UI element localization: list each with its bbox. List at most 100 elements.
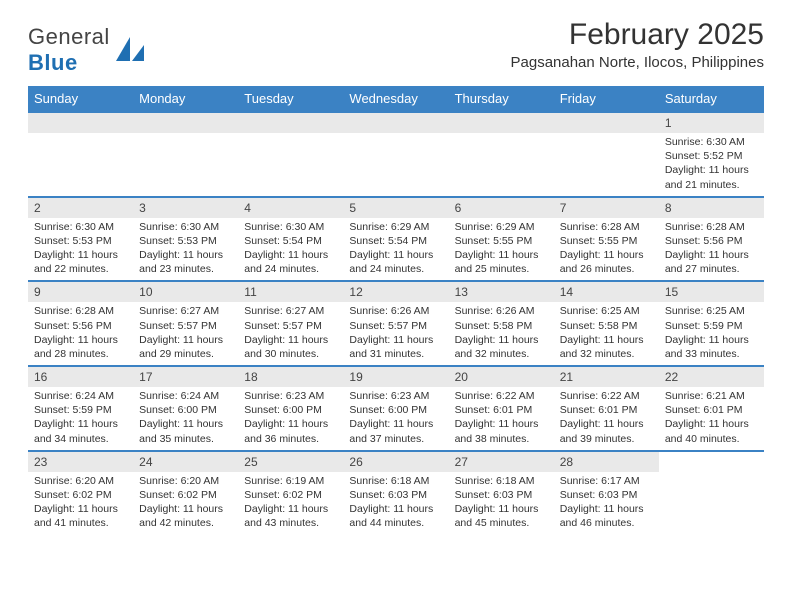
brand-text: General Blue	[28, 24, 110, 76]
calendar-day-cell: 19Sunrise: 6:23 AMSunset: 6:00 PMDayligh…	[343, 366, 448, 451]
calendar-day-cell: 20Sunrise: 6:22 AMSunset: 6:01 PMDayligh…	[449, 366, 554, 451]
calendar-day-cell: 23Sunrise: 6:20 AMSunset: 6:02 PMDayligh…	[28, 451, 133, 535]
calendar-empty-cell	[343, 112, 448, 197]
calendar-empty-cell	[238, 112, 343, 197]
day-info: Sunrise: 6:30 AMSunset: 5:52 PMDaylight:…	[659, 133, 764, 196]
calendar-body: 1Sunrise: 6:30 AMSunset: 5:52 PMDaylight…	[28, 112, 764, 535]
day-info: Sunrise: 6:23 AMSunset: 6:00 PMDaylight:…	[343, 387, 448, 450]
day-info: Sunrise: 6:30 AMSunset: 5:54 PMDaylight:…	[238, 218, 343, 281]
day-number: 28	[554, 452, 659, 472]
calendar-day-cell: 27Sunrise: 6:18 AMSunset: 6:03 PMDayligh…	[449, 451, 554, 535]
calendar-day-cell: 17Sunrise: 6:24 AMSunset: 6:00 PMDayligh…	[133, 366, 238, 451]
day-info: Sunrise: 6:18 AMSunset: 6:03 PMDaylight:…	[343, 472, 448, 535]
day-info: Sunrise: 6:30 AMSunset: 5:53 PMDaylight:…	[133, 218, 238, 281]
calendar-week-row: 23Sunrise: 6:20 AMSunset: 6:02 PMDayligh…	[28, 451, 764, 535]
calendar-day-cell: 7Sunrise: 6:28 AMSunset: 5:55 PMDaylight…	[554, 197, 659, 282]
day-number: 6	[449, 198, 554, 218]
day-info: Sunrise: 6:25 AMSunset: 5:58 PMDaylight:…	[554, 302, 659, 365]
calendar-day-cell: 16Sunrise: 6:24 AMSunset: 5:59 PMDayligh…	[28, 366, 133, 451]
calendar-day-cell: 21Sunrise: 6:22 AMSunset: 6:01 PMDayligh…	[554, 366, 659, 451]
calendar-day-cell: 15Sunrise: 6:25 AMSunset: 5:59 PMDayligh…	[659, 281, 764, 366]
brand-sail-icon	[114, 35, 148, 65]
day-number: 27	[449, 452, 554, 472]
day-number: 2	[28, 198, 133, 218]
day-number: 7	[554, 198, 659, 218]
brand-word-1: General	[28, 24, 110, 49]
calendar-day-cell: 28Sunrise: 6:17 AMSunset: 6:03 PMDayligh…	[554, 451, 659, 535]
calendar-day-cell: 22Sunrise: 6:21 AMSunset: 6:01 PMDayligh…	[659, 366, 764, 451]
day-number: 23	[28, 452, 133, 472]
calendar-day-cell: 14Sunrise: 6:25 AMSunset: 5:58 PMDayligh…	[554, 281, 659, 366]
day-info: Sunrise: 6:28 AMSunset: 5:55 PMDaylight:…	[554, 218, 659, 281]
calendar-empty-cell	[554, 112, 659, 197]
day-info: Sunrise: 6:22 AMSunset: 6:01 PMDaylight:…	[554, 387, 659, 450]
day-info: Sunrise: 6:28 AMSunset: 5:56 PMDaylight:…	[28, 302, 133, 365]
calendar-week-row: 16Sunrise: 6:24 AMSunset: 5:59 PMDayligh…	[28, 366, 764, 451]
day-info: Sunrise: 6:28 AMSunset: 5:56 PMDaylight:…	[659, 218, 764, 281]
day-info: Sunrise: 6:30 AMSunset: 5:53 PMDaylight:…	[28, 218, 133, 281]
day-number: 8	[659, 198, 764, 218]
calendar-empty-cell	[449, 112, 554, 197]
day-number: 21	[554, 367, 659, 387]
day-number: 12	[343, 282, 448, 302]
day-info: Sunrise: 6:17 AMSunset: 6:03 PMDaylight:…	[554, 472, 659, 535]
day-number: 9	[28, 282, 133, 302]
calendar-table: SundayMondayTuesdayWednesdayThursdayFrid…	[28, 86, 764, 535]
day-info: Sunrise: 6:20 AMSunset: 6:02 PMDaylight:…	[28, 472, 133, 535]
day-info: Sunrise: 6:21 AMSunset: 6:01 PMDaylight:…	[659, 387, 764, 450]
day-info: Sunrise: 6:29 AMSunset: 5:54 PMDaylight:…	[343, 218, 448, 281]
day-number: 24	[133, 452, 238, 472]
day-info: Sunrise: 6:27 AMSunset: 5:57 PMDaylight:…	[133, 302, 238, 365]
weekday-header: Saturday	[659, 86, 764, 112]
calendar-day-cell: 5Sunrise: 6:29 AMSunset: 5:54 PMDaylight…	[343, 197, 448, 282]
calendar-day-cell: 1Sunrise: 6:30 AMSunset: 5:52 PMDaylight…	[659, 112, 764, 197]
day-number: 16	[28, 367, 133, 387]
calendar-day-cell: 13Sunrise: 6:26 AMSunset: 5:58 PMDayligh…	[449, 281, 554, 366]
page-title: February 2025	[511, 18, 765, 52]
weekday-header: Wednesday	[343, 86, 448, 112]
weekday-header: Thursday	[449, 86, 554, 112]
calendar-empty-cell	[659, 451, 764, 535]
day-number: 15	[659, 282, 764, 302]
day-info: Sunrise: 6:25 AMSunset: 5:59 PMDaylight:…	[659, 302, 764, 365]
calendar-day-cell: 4Sunrise: 6:30 AMSunset: 5:54 PMDaylight…	[238, 197, 343, 282]
calendar-day-cell: 18Sunrise: 6:23 AMSunset: 6:00 PMDayligh…	[238, 366, 343, 451]
calendar-week-row: 1Sunrise: 6:30 AMSunset: 5:52 PMDaylight…	[28, 112, 764, 197]
calendar-day-cell: 8Sunrise: 6:28 AMSunset: 5:56 PMDaylight…	[659, 197, 764, 282]
day-number: 13	[449, 282, 554, 302]
day-number: 18	[238, 367, 343, 387]
day-info: Sunrise: 6:23 AMSunset: 6:00 PMDaylight:…	[238, 387, 343, 450]
day-info: Sunrise: 6:18 AMSunset: 6:03 PMDaylight:…	[449, 472, 554, 535]
day-number: 11	[238, 282, 343, 302]
calendar-day-cell: 12Sunrise: 6:26 AMSunset: 5:57 PMDayligh…	[343, 281, 448, 366]
day-number: 26	[343, 452, 448, 472]
day-number: 25	[238, 452, 343, 472]
day-info: Sunrise: 6:29 AMSunset: 5:55 PMDaylight:…	[449, 218, 554, 281]
calendar-empty-cell	[28, 112, 133, 197]
weekday-header: Friday	[554, 86, 659, 112]
day-info: Sunrise: 6:26 AMSunset: 5:57 PMDaylight:…	[343, 302, 448, 365]
day-number: 10	[133, 282, 238, 302]
day-info: Sunrise: 6:27 AMSunset: 5:57 PMDaylight:…	[238, 302, 343, 365]
calendar-day-cell: 3Sunrise: 6:30 AMSunset: 5:53 PMDaylight…	[133, 197, 238, 282]
day-number: 5	[343, 198, 448, 218]
calendar-day-cell: 2Sunrise: 6:30 AMSunset: 5:53 PMDaylight…	[28, 197, 133, 282]
weekday-header: Tuesday	[238, 86, 343, 112]
calendar-week-row: 9Sunrise: 6:28 AMSunset: 5:56 PMDaylight…	[28, 281, 764, 366]
weekday-header: Sunday	[28, 86, 133, 112]
day-number: 19	[343, 367, 448, 387]
day-info: Sunrise: 6:26 AMSunset: 5:58 PMDaylight:…	[449, 302, 554, 365]
title-block: February 2025 Pagsanahan Norte, Ilocos, …	[511, 18, 765, 71]
day-info: Sunrise: 6:24 AMSunset: 6:00 PMDaylight:…	[133, 387, 238, 450]
brand-logo: General Blue	[28, 18, 148, 76]
calendar-page: General Blue February 2025 Pagsanahan No…	[0, 0, 792, 545]
day-info: Sunrise: 6:22 AMSunset: 6:01 PMDaylight:…	[449, 387, 554, 450]
calendar-day-cell: 25Sunrise: 6:19 AMSunset: 6:02 PMDayligh…	[238, 451, 343, 535]
day-number: 20	[449, 367, 554, 387]
calendar-day-cell: 10Sunrise: 6:27 AMSunset: 5:57 PMDayligh…	[133, 281, 238, 366]
calendar-day-cell: 24Sunrise: 6:20 AMSunset: 6:02 PMDayligh…	[133, 451, 238, 535]
weekday-header: Monday	[133, 86, 238, 112]
calendar-week-row: 2Sunrise: 6:30 AMSunset: 5:53 PMDaylight…	[28, 197, 764, 282]
day-number: 17	[133, 367, 238, 387]
day-number: 1	[659, 113, 764, 133]
